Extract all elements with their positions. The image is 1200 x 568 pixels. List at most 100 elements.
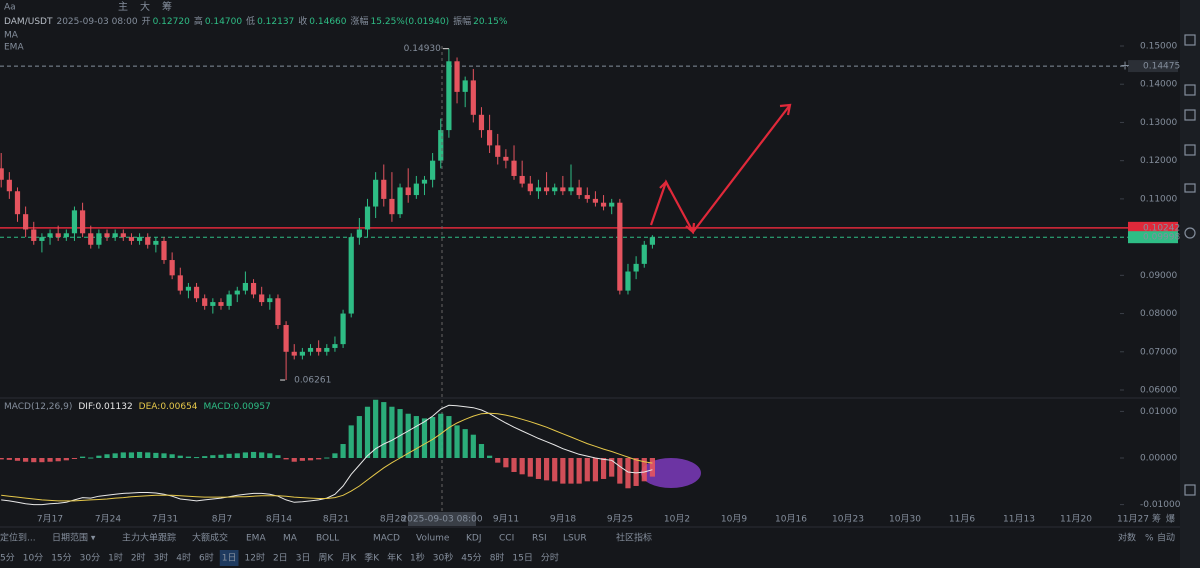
tool-button[interactable]: 大 (140, 0, 150, 13)
macd-bar (14, 458, 21, 461)
info-label: 涨幅 (351, 15, 369, 27)
interval-button[interactable]: 2时 (131, 552, 146, 564)
macd-bar (80, 456, 86, 458)
interval-button[interactable]: 3时 (154, 552, 169, 564)
scale-button[interactable]: 自动 (1157, 532, 1175, 544)
macd-bar (348, 425, 354, 458)
x-tick-label: 11月13 (1003, 514, 1035, 525)
indicator-button[interactable]: 大额成交 (192, 532, 228, 544)
candle-body (560, 187, 566, 192)
scale-button[interactable]: 对数 (1118, 532, 1136, 544)
indicator-button[interactable]: EMA (246, 534, 266, 544)
y-tick-label: 0.12000 (1140, 156, 1177, 166)
indicator-button[interactable]: 主力大单跟踪 (122, 532, 176, 544)
interval-button[interactable]: 1时 (108, 552, 123, 564)
macd-bar (519, 458, 525, 475)
interval-button[interactable]: 6时 (199, 552, 214, 564)
interval-button[interactable]: 周K (318, 553, 334, 564)
interval-button[interactable]: 3日 (296, 553, 311, 564)
interval-button[interactable]: 月K (341, 553, 357, 564)
candle-body (324, 347, 330, 352)
indicator-button[interactable]: 社区指标 (616, 532, 652, 544)
interval-button[interactable]: 10分 (23, 553, 43, 564)
corner-button[interactable]: 爆 (1166, 513, 1175, 525)
candle-body (527, 183, 533, 192)
macd-bar (584, 458, 590, 482)
y-tick-label: 0.09000 (1140, 271, 1177, 281)
interval-button[interactable]: 5分 (0, 553, 15, 564)
candle-body (250, 282, 257, 295)
indicator-button[interactable]: LSUR (563, 534, 587, 544)
macd-bar (495, 458, 501, 463)
interval-button[interactable]: 4时 (176, 552, 191, 564)
price-tag (1128, 221, 1178, 234)
candle-body (136, 237, 143, 241)
interval-button[interactable]: 45分 (461, 553, 481, 564)
interval-button[interactable]: 1日 (222, 553, 237, 564)
scale-button[interactable]: % (1145, 534, 1154, 544)
macd-bar (454, 425, 460, 458)
candle-body (609, 202, 615, 207)
candle-body (55, 233, 61, 238)
candle-body (332, 344, 338, 348)
crosshair-label: 2025-09-03 08:00 (401, 515, 482, 525)
x-tick-label: 10月2 (664, 514, 690, 525)
interval-button[interactable]: 30分 (80, 553, 100, 564)
interval-button[interactable]: 8时 (490, 552, 505, 564)
candle-body (96, 233, 102, 245)
macd-bar (446, 416, 452, 458)
crosshair-tag (408, 512, 476, 526)
interval-button[interactable]: 分时 (541, 552, 559, 564)
macd-bar (307, 458, 314, 461)
interval-button[interactable]: 30秒 (433, 552, 453, 564)
indicator-button[interactable]: Volume (416, 534, 450, 544)
indicator-button[interactable]: 日期范围 ▾ (52, 532, 96, 544)
macd-bar (63, 458, 69, 461)
candle-body (14, 191, 21, 215)
time: 2025-09-03 08:00 (56, 17, 137, 27)
macd-bar (153, 452, 159, 458)
price-tag (1128, 60, 1178, 73)
candle-body (283, 325, 289, 352)
candle-body (454, 61, 460, 92)
corner-button[interactable]: 筹 (1152, 513, 1161, 525)
macd-bar (96, 455, 102, 458)
indicator-button[interactable]: KDJ (466, 534, 482, 544)
x-tick-label: 7月24 (95, 514, 121, 525)
candle-body (462, 80, 468, 92)
info-value: 0.12720 (153, 17, 190, 27)
x-tick-label: 11月6 (949, 514, 975, 525)
candle-body (600, 202, 607, 207)
candle-body (487, 130, 493, 146)
interval-button[interactable]: 15日 (512, 553, 532, 564)
indicator-button[interactable]: BOLL (316, 534, 339, 544)
font-button[interactable]: Aa (4, 3, 16, 13)
indicator-button[interactable]: MACD (373, 534, 400, 544)
interval-button[interactable]: 12时 (245, 552, 265, 564)
tool-button[interactable]: 筹 (162, 0, 172, 13)
candle-body (641, 244, 647, 264)
macd-bar (218, 454, 224, 458)
interval-button[interactable]: 季K (364, 552, 380, 564)
candle-body (552, 187, 558, 192)
tool-button[interactable]: 主 (118, 1, 128, 13)
candle-body (438, 130, 444, 161)
candle-body (275, 298, 281, 326)
indicator-button[interactable]: 定位到... (0, 532, 36, 544)
indicator-button[interactable]: RSI (532, 534, 547, 544)
interval-button[interactable]: 15分 (51, 553, 71, 564)
macd-label: MACD:0.00957 (204, 402, 271, 412)
x-tick-label: 11月20 (1060, 514, 1092, 525)
macd-bar (234, 453, 240, 458)
info-value: 0.12137 (257, 17, 294, 27)
interval-button[interactable]: 年K (387, 552, 403, 564)
candle-body (519, 175, 525, 184)
indicator-button[interactable]: MA (283, 534, 298, 544)
y-tick-label: 0.13000 (1140, 118, 1177, 128)
indicator-button[interactable]: CCI (499, 534, 514, 544)
candle-body (478, 114, 485, 131)
interval-button[interactable]: 2日 (273, 553, 288, 564)
interval-button[interactable]: 1秒 (410, 552, 425, 564)
macd-bar (47, 458, 53, 462)
macd-bar (226, 453, 232, 458)
